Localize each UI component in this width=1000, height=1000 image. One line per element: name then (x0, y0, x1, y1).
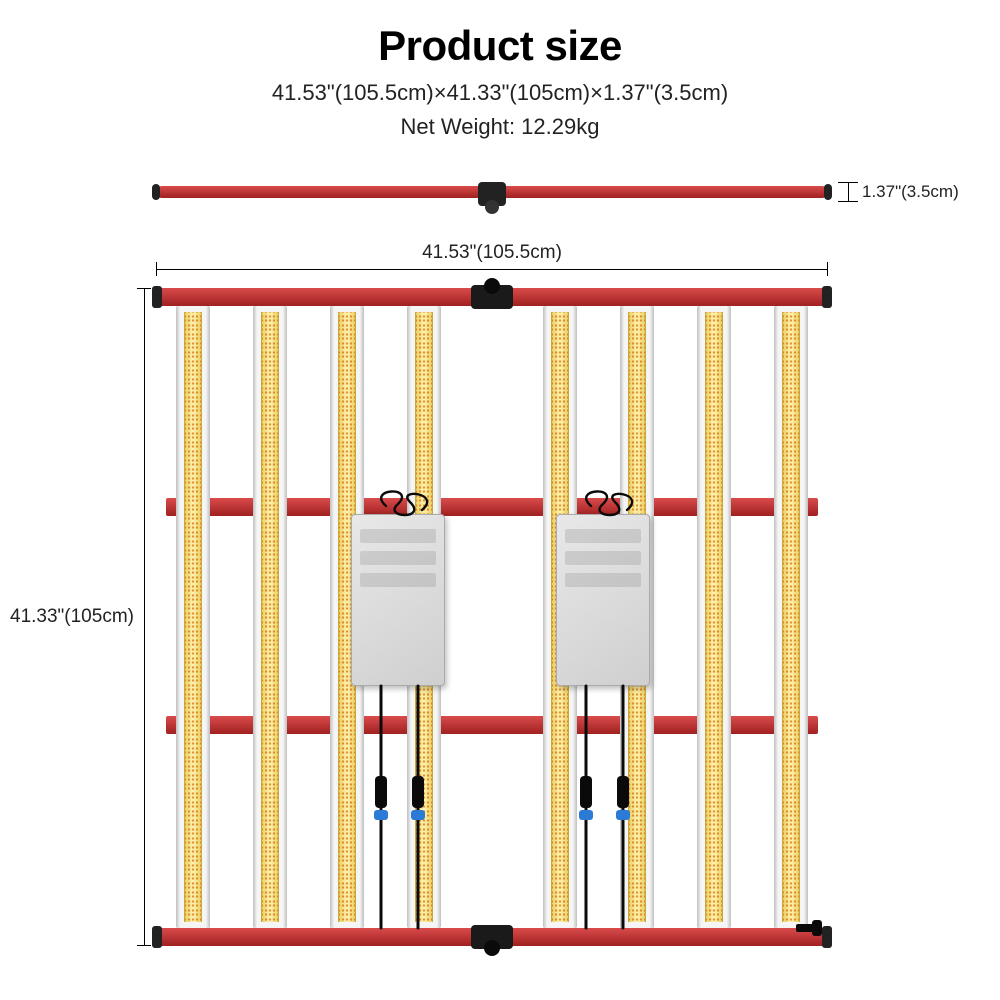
thickness-label: 1.37"(3.5cm) (862, 182, 959, 202)
side-endcap-right (824, 184, 832, 200)
dimensions-text: 41.53"(105.5cm)×41.33"(105cm)×1.37"(3.5c… (0, 80, 1000, 106)
side-hinge-knob (485, 200, 499, 214)
height-label: 41.33"(105cm) (10, 606, 134, 628)
height-dimension: 41.33"(105cm) (124, 288, 154, 946)
height-dim-line (144, 288, 145, 946)
width-dim-line (156, 269, 828, 270)
height-tick-bot (137, 945, 151, 946)
width-label: 41.53"(105.5cm) (156, 242, 828, 264)
top-view (156, 288, 828, 946)
cables-svg (156, 288, 828, 946)
thickness-line (848, 182, 849, 202)
width-tick-right (827, 262, 828, 276)
width-dimension: 41.53"(105.5cm) (156, 246, 828, 276)
page-title: Product size (0, 22, 1000, 70)
width-tick-left (156, 262, 157, 276)
height-tick-top (137, 288, 151, 289)
weight-text: Net Weight: 12.29kg (0, 114, 1000, 140)
side-endcap-left (152, 184, 160, 200)
side-view (156, 182, 828, 202)
